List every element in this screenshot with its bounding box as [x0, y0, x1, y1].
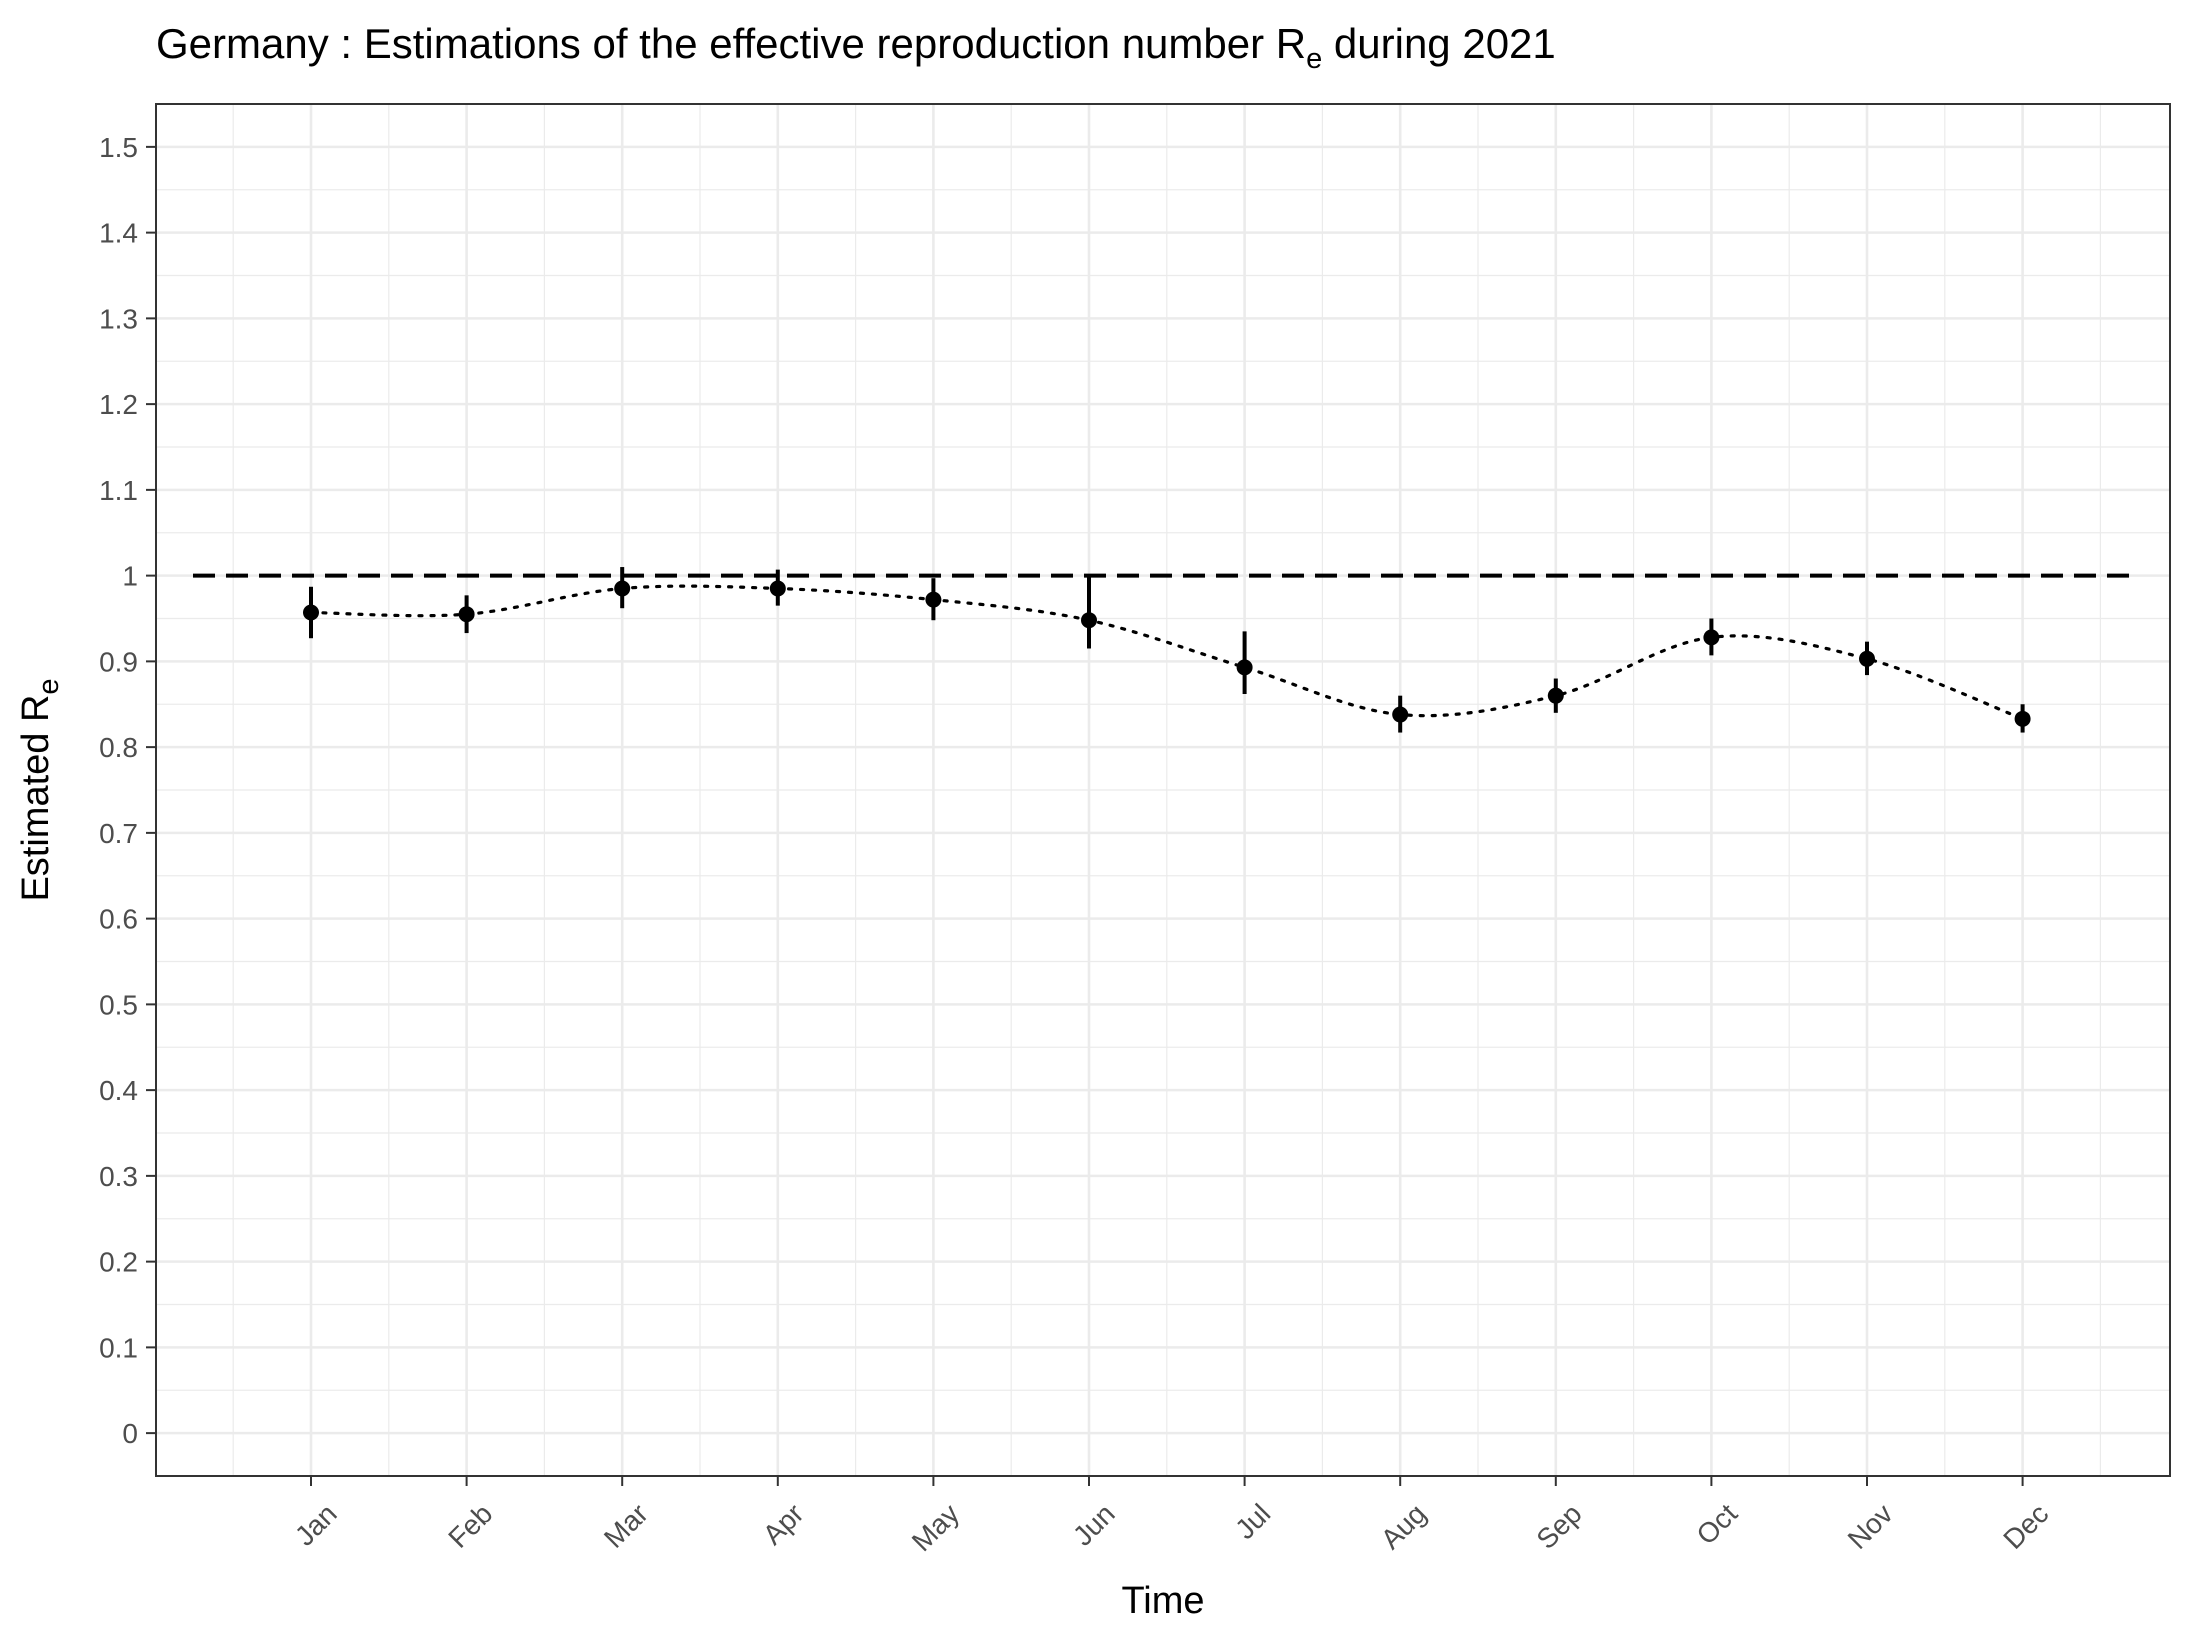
data-point-feb: [458, 606, 475, 623]
chart-title: Germany : Estimations of the effective r…: [156, 20, 1556, 75]
data-point-oct: [1703, 629, 1720, 646]
y-tick-label: 0: [122, 1418, 138, 1449]
y-tick-label: 1.3: [99, 303, 138, 334]
data-point-nov: [1859, 650, 1875, 667]
y-axis-title: Estimated Re: [15, 678, 65, 901]
y-tick-label: 0.9: [99, 646, 138, 677]
data-point-apr: [769, 580, 786, 597]
grid-minor: [156, 104, 2170, 1476]
x-tick-label-jul: Jul: [1229, 1498, 1276, 1545]
y-tick-label: 0.2: [99, 1247, 138, 1278]
panel-border: [155, 103, 2171, 1477]
x-tick-label-apr: Apr: [757, 1498, 810, 1551]
data-point-may: [925, 591, 942, 608]
x-tick-label-mar: Mar: [598, 1498, 654, 1554]
chart-title-main: Germany : Estimations of the effective r…: [156, 20, 1306, 67]
x-tick-label-may: May: [906, 1498, 965, 1557]
y-tick-label: 0.6: [99, 904, 138, 935]
y-tick-label: 0.1: [99, 1332, 138, 1363]
y-tick-label: 0.3: [99, 1161, 138, 1192]
x-tick-label-aug: Aug: [1375, 1498, 1432, 1555]
data-point-mar: [614, 580, 631, 597]
y-axis: 0 0.1 0.2 0.3 0.4 0.5 0.6 0.7 0.8 0.9 1 1.1 1.2 1.3 1.…: [99, 132, 156, 1449]
y-tick-label: 0.4: [99, 1075, 138, 1106]
point-layer: [303, 580, 2031, 727]
y-tick-label: 0.5: [99, 989, 138, 1020]
y-tick-label: 0.8: [99, 732, 138, 763]
data-point-aug: [1392, 706, 1409, 723]
y-tick-label: 1: [122, 561, 138, 592]
x-tick-label-dec: Dec: [1997, 1498, 2054, 1555]
x-tick-label-nov: Nov: [1842, 1498, 1899, 1555]
chart-title-subscript: e: [1306, 43, 1322, 75]
y-tick-label: 1.2: [99, 389, 138, 420]
x-axis-title: Time: [1121, 1580, 1204, 1622]
y-tick-label: 1.4: [99, 218, 138, 249]
y-tick-label: 1.1: [99, 475, 138, 506]
x-tick-label-oct: Oct: [1690, 1498, 1743, 1551]
y-axis-title-subscript: e: [33, 678, 65, 694]
x-tick-label-jan: Jan: [289, 1498, 343, 1552]
y-tick-label: 1.5: [99, 132, 138, 163]
y-tick-label: 0.7: [99, 818, 138, 849]
data-point-dec: [2014, 710, 2031, 727]
chart-title-suffix: during 2021: [1322, 20, 1556, 67]
x-tick-label-feb: Feb: [442, 1498, 498, 1554]
y-axis-title-main: Estimated R: [15, 695, 57, 902]
x-tick-label-sep: Sep: [1530, 1498, 1587, 1555]
data-point-sep: [1547, 687, 1564, 704]
y-axis-title-group: Estimated Re: [15, 678, 65, 901]
x-tick-label-jun: Jun: [1067, 1498, 1121, 1552]
data-point-jan: [303, 604, 319, 621]
data-point-jun: [1081, 612, 1097, 629]
grid-major: [156, 104, 2170, 1476]
data-point-jul: [1236, 659, 1253, 676]
x-axis: Jan Feb Mar Apr May Jun Jul Aug Sep Oct Nov Dec: [289, 1476, 2054, 1557]
